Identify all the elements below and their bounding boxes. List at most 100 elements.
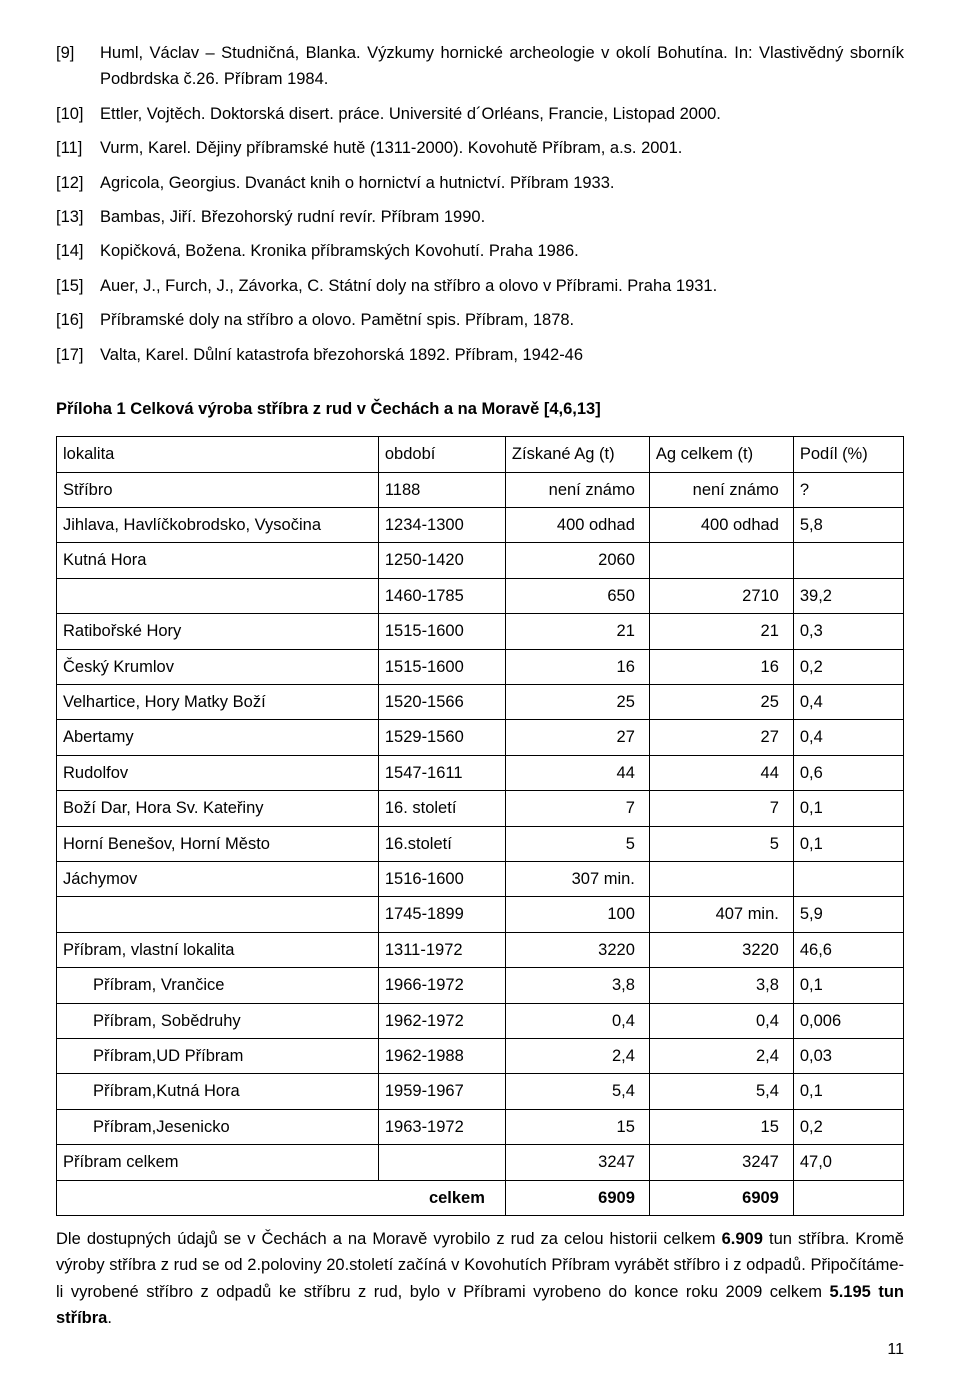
- cell-ag: 2060: [505, 543, 649, 578]
- cell-ag: 0,4: [505, 1003, 649, 1038]
- cell-agtot: 3247: [649, 1145, 793, 1180]
- cell-agtot: 7: [649, 791, 793, 826]
- reference-list: [9]Huml, Václav – Studničná, Blanka. Výz…: [56, 40, 904, 368]
- cell-share: 0,6: [793, 755, 903, 790]
- cell-share: 0,1: [793, 968, 903, 1003]
- cell-period: 1515-1600: [378, 614, 505, 649]
- cell-ag: 3220: [505, 932, 649, 967]
- footer-text: .: [107, 1309, 112, 1327]
- cell-share: 5,9: [793, 897, 903, 932]
- cell-period: 1520-1566: [378, 685, 505, 720]
- attachment-title: Příloha 1 Celková výroba stříbra z rud v…: [56, 396, 904, 422]
- reference-number: [16]: [56, 307, 100, 333]
- cell-ag: 5: [505, 826, 649, 861]
- cell-period: 1966-1972: [378, 968, 505, 1003]
- table-row: Příbram,UD Příbram1962-19882,42,40,03: [57, 1038, 904, 1073]
- cell-share: 0,2: [793, 1109, 903, 1144]
- reference-text: Bambas, Jiří. Březohorský rudní revír. P…: [100, 204, 904, 230]
- cell-ag: 100: [505, 897, 649, 932]
- cell-ag: 25: [505, 685, 649, 720]
- cell-agtot: 27: [649, 720, 793, 755]
- col-ag-obtained: Získané Ag (t): [505, 437, 649, 472]
- cell-share: 0,006: [793, 1003, 903, 1038]
- table-row: Rudolfov1547-161144440,6: [57, 755, 904, 790]
- cell-share: [793, 543, 903, 578]
- sum-ag: 6909: [505, 1180, 649, 1215]
- reference-item: [15]Auer, J., Furch, J., Závorka, C. Stá…: [56, 273, 904, 299]
- table-row: Kutná Hora1250-14202060: [57, 543, 904, 578]
- cell-agtot: 2710: [649, 578, 793, 613]
- cell-locality: Příbram, Sobědruhy: [57, 1003, 379, 1038]
- cell-share: ?: [793, 472, 903, 507]
- cell-agtot: 44: [649, 755, 793, 790]
- table-sum-row: celkem 6909 6909: [57, 1180, 904, 1215]
- sum-agtot: 6909: [649, 1180, 793, 1215]
- cell-locality: Horní Benešov, Horní Město: [57, 826, 379, 861]
- cell-locality: Příbram, Vrančice: [57, 968, 379, 1003]
- cell-agtot: 400 odhad: [649, 508, 793, 543]
- table-row: Horní Benešov, Horní Město16.století550,…: [57, 826, 904, 861]
- reference-item: [10]Ettler, Vojtěch. Doktorská disert. p…: [56, 101, 904, 127]
- cell-locality: [57, 578, 379, 613]
- page-number: 11: [56, 1337, 904, 1363]
- cell-locality: Ratibořské Hory: [57, 614, 379, 649]
- cell-period: 1234-1300: [378, 508, 505, 543]
- cell-locality: Český Krumlov: [57, 649, 379, 684]
- reference-text: Příbramské doly na stříbro a olovo. Pamě…: [100, 307, 904, 333]
- cell-ag: 44: [505, 755, 649, 790]
- reference-item: [17]Valta, Karel. Důlní katastrofa březo…: [56, 342, 904, 368]
- cell-period: 16.století: [378, 826, 505, 861]
- cell-period: 1962-1988: [378, 1038, 505, 1073]
- reference-item: [13]Bambas, Jiří. Březohorský rudní reví…: [56, 204, 904, 230]
- table-row: Abertamy1529-156027270,4: [57, 720, 904, 755]
- cell-locality: Příbram,Kutná Hora: [57, 1074, 379, 1109]
- cell-locality: Jáchymov: [57, 861, 379, 896]
- reference-number: [10]: [56, 101, 100, 127]
- table-row: Příbram, Vrančice1966-19723,83,80,1: [57, 968, 904, 1003]
- cell-share: 0,1: [793, 1074, 903, 1109]
- cell-share: 47,0: [793, 1145, 903, 1180]
- reference-number: [15]: [56, 273, 100, 299]
- table-row: Jihlava, Havlíčkobrodsko, Vysočina1234-1…: [57, 508, 904, 543]
- col-share: Podíl (%): [793, 437, 903, 472]
- silver-production-table: lokalita období Získané Ag (t) Ag celkem…: [56, 436, 904, 1216]
- table-row: 1745-1899100407 min.5,9: [57, 897, 904, 932]
- reference-text: Auer, J., Furch, J., Závorka, C. Státní …: [100, 273, 904, 299]
- reference-number: [9]: [56, 40, 100, 93]
- table-row: Stříbro1188není známonení známo?: [57, 472, 904, 507]
- cell-locality: Příbram,Jesenicko: [57, 1109, 379, 1144]
- cell-ag: 650: [505, 578, 649, 613]
- sum-share: [793, 1180, 903, 1215]
- cell-period: 1547-1611: [378, 755, 505, 790]
- cell-ag: 27: [505, 720, 649, 755]
- cell-period: 16. století: [378, 791, 505, 826]
- cell-locality: [57, 897, 379, 932]
- footer-paragraph: Dle dostupných údajů se v Čechách a na M…: [56, 1226, 904, 1332]
- cell-agtot: [649, 543, 793, 578]
- footer-text: Dle dostupných údajů se v Čechách a na M…: [56, 1230, 722, 1248]
- col-ag-total: Ag celkem (t): [649, 437, 793, 472]
- cell-ag: není známo: [505, 472, 649, 507]
- cell-agtot: [649, 861, 793, 896]
- cell-ag: 15: [505, 1109, 649, 1144]
- cell-share: 0,03: [793, 1038, 903, 1073]
- cell-agtot: 3220: [649, 932, 793, 967]
- cell-share: 0,3: [793, 614, 903, 649]
- table-row: Příbram,Jesenicko1963-197215150,2: [57, 1109, 904, 1144]
- cell-locality: Boží Dar, Hora Sv. Kateřiny: [57, 791, 379, 826]
- reference-item: [11]Vurm, Karel. Dějiny příbramské hutě …: [56, 135, 904, 161]
- cell-period: 1963-1972: [378, 1109, 505, 1144]
- reference-text: Agricola, Georgius. Dvanáct knih o horni…: [100, 170, 904, 196]
- cell-agtot: 25: [649, 685, 793, 720]
- table-row: Příbram,Kutná Hora1959-19675,45,40,1: [57, 1074, 904, 1109]
- cell-ag: 307 min.: [505, 861, 649, 896]
- cell-locality: Příbram celkem: [57, 1145, 379, 1180]
- cell-period: 1959-1967: [378, 1074, 505, 1109]
- cell-share: 5,8: [793, 508, 903, 543]
- cell-locality: Stříbro: [57, 472, 379, 507]
- cell-ag: 21: [505, 614, 649, 649]
- cell-locality: Velhartice, Hory Matky Boží: [57, 685, 379, 720]
- reference-item: [16]Příbramské doly na stříbro a olovo. …: [56, 307, 904, 333]
- cell-locality: Příbram,UD Příbram: [57, 1038, 379, 1073]
- reference-number: [13]: [56, 204, 100, 230]
